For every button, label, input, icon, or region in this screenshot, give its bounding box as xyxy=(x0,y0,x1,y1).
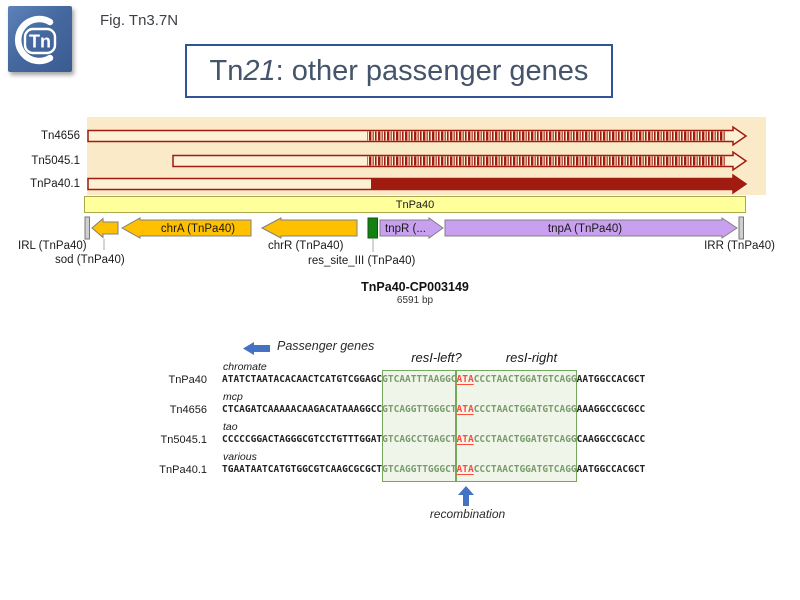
gene-map: chrA (TnPa40) tnpR (... tnpA (TnPa40) IR… xyxy=(18,216,775,267)
seq-prefix: CTCAGATCAAAAACAAGACATAAAGGCC xyxy=(222,404,383,415)
seq-row-sequence: CCCCCGGACTAGGGCGTCCTGTTTGGATGTCAGCCTGAGC… xyxy=(222,434,645,446)
recombination-arrow-icon xyxy=(458,486,474,511)
title-prefix: Tn xyxy=(209,54,244,87)
recombination-label: recombination xyxy=(429,507,506,521)
title-suffix: : other passenger genes xyxy=(275,54,589,87)
track-arrow-tn4656 xyxy=(87,125,748,147)
chrR-gene-arrow xyxy=(260,217,358,239)
seq-crossover: ATA xyxy=(456,464,474,475)
seq-row-sequence: ATATCTAATACACAACTCATGTCGGAGCGTCAATTTAAGG… xyxy=(222,374,645,386)
tn-registry-logo: Tn xyxy=(8,6,72,72)
alignment-tracks-panel xyxy=(87,117,766,195)
figure-label: Fig. Tn3.7N xyxy=(100,12,179,29)
seq-row-label: Tn4656 xyxy=(169,404,207,416)
seq-row-label: Tn5045.1 xyxy=(160,434,207,446)
irl-label: IRL (TnPa40) xyxy=(18,240,87,252)
seq-res-left: GTCAGCCTGAGCT xyxy=(382,434,457,445)
seq-res-right: CCCTAACTGGATGTCAGG xyxy=(473,464,577,475)
seq-row-gene: various xyxy=(223,451,257,463)
sod-label: sod (TnPa40) xyxy=(55,254,125,266)
tnpR-label: tnpR (... xyxy=(385,223,426,235)
seq-res-right: CCCTAACTGGATGTCAGG xyxy=(473,434,577,445)
irr-terminal-repeat xyxy=(738,216,744,240)
seq-res-left: GTCAGGTTGGGCT xyxy=(382,404,457,415)
accession-name: TnPa40-CP003149 xyxy=(361,280,469,294)
passenger-genes-arrow-icon xyxy=(243,342,270,360)
seq-row-sequence: TGAATAATCATGTGGCGTCAAGCGCGCTGTCAGGTTGGGC… xyxy=(222,464,645,476)
irl-terminal-repeat xyxy=(84,216,90,240)
track-label-tn5045-1: Tn5045.1 xyxy=(31,155,80,167)
tnpA-gene-arrow: tnpA (TnPa40) xyxy=(444,217,738,239)
seq-row-label: TnPa40.1 xyxy=(159,464,207,476)
passenger-genes-label: Passenger genes xyxy=(277,339,375,353)
slide-title: Tn 21: other passenger genes xyxy=(185,44,613,98)
track-label-tn4656: Tn4656 xyxy=(40,130,80,142)
seq-row-gene: mcp xyxy=(223,391,243,403)
seq-prefix: ATATCTAATACACAACTCATGTCGGAGC xyxy=(222,374,383,385)
res-site-block xyxy=(367,217,378,239)
seq-suffix: AAAGGCCGCGCC xyxy=(576,404,646,415)
seq-suffix: CAAGGCCGCACC xyxy=(576,434,646,445)
resi-right-header: resI-right xyxy=(505,350,558,365)
seq-suffix: AATGGCCACGCT xyxy=(576,374,646,385)
accession-block: TnPa40-CP003149 6591 bp xyxy=(305,280,525,306)
seq-res-left: GTCAGGTTGGGCT xyxy=(382,464,457,475)
tnpR-gene-arrow: tnpR (... xyxy=(379,217,444,239)
logo-letters: Tn xyxy=(29,32,51,52)
track-arrow-tn5045-1 xyxy=(172,150,748,172)
resi-left-header: resI-left? xyxy=(411,350,462,365)
seq-row-gene: tao xyxy=(223,421,238,433)
seq-res-right: CCCTAACTGGATGTCAGG xyxy=(473,374,577,385)
track-label-tnpa40-1: TnPa40.1 xyxy=(30,178,80,190)
seq-row-sequence: CTCAGATCAAAAACAAGACATAAAGGCCGTCAGGTTGGGC… xyxy=(222,404,645,416)
seq-res-right: CCCTAACTGGATGTCAGG xyxy=(473,404,577,415)
seq-row-gene: chromate xyxy=(223,361,267,373)
tnpa40-map-bar: TnPa40 xyxy=(84,196,746,213)
chrA-gene-arrow: chrA (TnPa40) xyxy=(120,217,252,239)
seq-prefix: TGAATAATCATGTGGCGTCAAGCGCGCT xyxy=(222,464,383,475)
chrA-label: chrA (TnPa40) xyxy=(161,223,235,235)
map-bar-label: TnPa40 xyxy=(395,198,435,211)
seq-row-label: TnPa40 xyxy=(168,374,207,386)
resi-left-box xyxy=(382,370,457,482)
seq-crossover: ATA xyxy=(456,404,474,415)
chrR-label: chrR (TnPa40) xyxy=(268,240,344,252)
seq-prefix: CCCCCGGACTAGGGCGTCCTGTTTGGAT xyxy=(222,434,383,445)
title-italic-number: 21 xyxy=(243,54,276,87)
seq-res-left: GTCAATTTAAGGC xyxy=(382,374,457,385)
seq-suffix: AATGGCCACGCT xyxy=(576,464,646,475)
logo-icon: Tn xyxy=(14,15,57,65)
sod-gene-arrow xyxy=(91,217,119,239)
tnpA-label: tnpA (TnPa40) xyxy=(548,223,622,235)
accession-length: 6591 bp xyxy=(396,295,434,306)
irr-label: IRR (TnPa40) xyxy=(704,240,775,252)
resi-right-box xyxy=(456,370,577,482)
res-site-label: res_site_III (TnPa40) xyxy=(308,255,416,267)
track-arrow-tnpa40-1 xyxy=(87,173,748,195)
seq-crossover: ATA xyxy=(456,434,474,445)
seq-crossover: ATA xyxy=(456,374,474,385)
